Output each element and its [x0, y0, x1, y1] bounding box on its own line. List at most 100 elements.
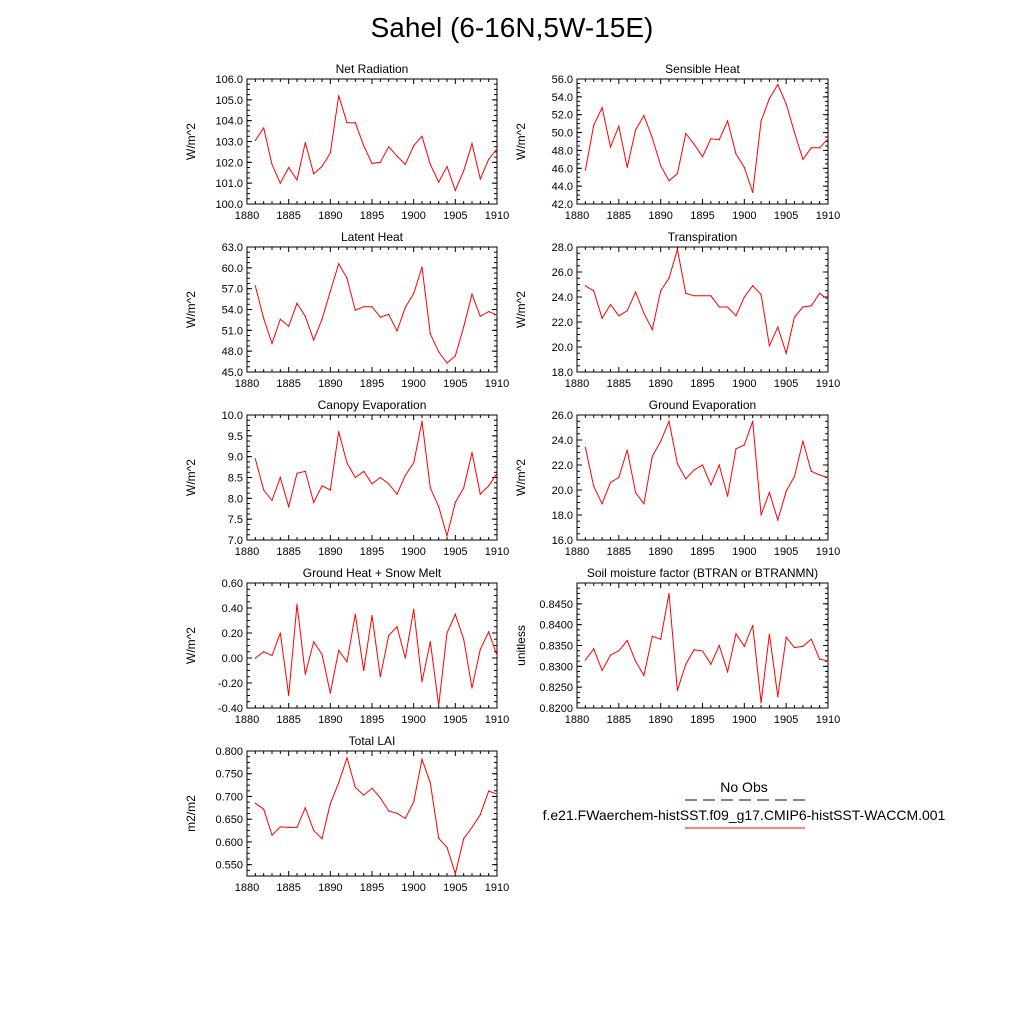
- data-point: [396, 155, 398, 157]
- data-point: [743, 296, 745, 298]
- data-point: [288, 506, 290, 508]
- data-point: [471, 293, 473, 295]
- x-tick-label: 1895: [360, 546, 384, 558]
- x-tick-label: 1880: [235, 546, 259, 558]
- y-tick-label: 0.600: [215, 837, 243, 849]
- data-point: [660, 290, 662, 292]
- x-tick-label: 1910: [485, 210, 509, 222]
- data-point: [346, 277, 348, 279]
- data-point: [827, 298, 829, 301]
- x-tick-label: 1890: [318, 210, 342, 222]
- data-point: [463, 170, 465, 172]
- data-point: [810, 470, 812, 472]
- y-axis-label: W/m^2: [514, 291, 528, 328]
- y-tick-label: 0.8350: [539, 641, 573, 653]
- data-point: [584, 659, 586, 661]
- data-point: [438, 704, 440, 707]
- data-point: [421, 135, 423, 137]
- data-point: [743, 645, 745, 647]
- data-point: [296, 179, 298, 181]
- data-point: [819, 147, 821, 149]
- data-point: [371, 483, 373, 485]
- data-point: [404, 817, 406, 819]
- y-tick-label: 102.0: [215, 157, 243, 169]
- data-point: [271, 834, 273, 836]
- data-point: [760, 514, 762, 516]
- data-point: [701, 464, 704, 466]
- x-tick-label: 1885: [607, 546, 631, 558]
- data-point: [660, 638, 662, 640]
- x-tick-label: 1895: [360, 378, 384, 390]
- data-point: [479, 648, 481, 650]
- data-point: [338, 263, 340, 265]
- data-point: [760, 293, 762, 296]
- y-tick-label: 105.0: [215, 95, 243, 107]
- x-tick-label: 1880: [235, 210, 259, 222]
- data-point: [304, 673, 306, 675]
- x-tick-label: 1880: [565, 546, 589, 558]
- x-tick-label: 1895: [690, 210, 714, 222]
- data-point: [601, 317, 603, 319]
- data-point: [296, 826, 298, 828]
- data-point: [454, 355, 456, 357]
- data-point: [371, 162, 373, 164]
- x-tick-label: 1910: [485, 378, 509, 390]
- data-point: [438, 837, 440, 839]
- panel-title: Total LAI: [349, 734, 396, 748]
- panel-latent-heat: Latent Heat W/m^2 1880 1885 1890 1895 1900 1905…: [184, 230, 509, 390]
- y-axis-label: W/m^2: [184, 627, 198, 664]
- x-tick-label: 1900: [401, 882, 425, 894]
- y-tick-label: 45.0: [222, 367, 243, 379]
- data-point: [643, 115, 645, 117]
- data-point: [438, 181, 440, 183]
- data-point: [827, 138, 829, 140]
- data-point: [685, 663, 687, 665]
- panel-ground-evaporation: Ground Evaporation W/m^2 1880 1885 1890 1895 1…: [514, 398, 840, 558]
- data-point: [735, 153, 737, 155]
- data-point: [254, 285, 256, 287]
- plot-frame: [246, 246, 498, 373]
- data-point: [819, 658, 821, 660]
- data-point: [379, 161, 381, 163]
- data-point: [488, 310, 490, 313]
- data-point: [488, 631, 490, 633]
- panel-title: Net Radiation: [336, 62, 409, 76]
- y-tick-label: 0.750: [215, 769, 243, 781]
- y-tick-label: 8.5: [228, 473, 243, 485]
- data-point: [827, 660, 829, 662]
- y-tick-label: 0.8250: [539, 682, 573, 694]
- data-point: [701, 156, 704, 158]
- data-point: [735, 633, 737, 635]
- y-tick-label: 22.0: [552, 460, 573, 472]
- x-tick-label: 1910: [816, 714, 840, 726]
- data-point: [768, 491, 771, 494]
- y-tick-label: 22.0: [552, 317, 573, 329]
- data-point: [354, 476, 356, 479]
- data-point: [601, 106, 603, 109]
- data-point: [338, 95, 340, 97]
- y-tick-label: 106.0: [215, 74, 243, 86]
- data-point: [296, 472, 298, 474]
- data-point: [254, 657, 256, 659]
- data-point: [371, 614, 373, 617]
- data-point: [329, 290, 331, 293]
- data-point: [479, 178, 481, 180]
- y-tick-label: 8.0: [228, 493, 243, 505]
- data-point: [263, 651, 265, 653]
- data-point: [496, 148, 498, 150]
- x-tick-label: 1895: [360, 714, 384, 726]
- panel-canopy-evaporation: Canopy Evaporation W/m^2 1880 1885 1890 1895 1…: [184, 398, 509, 558]
- x-tick-label: 1905: [443, 210, 467, 222]
- x-tick-label: 1900: [732, 714, 756, 726]
- data-point: [693, 143, 695, 145]
- x-tick-label: 1905: [443, 714, 467, 726]
- panel-sensible-heat: Sensible Heat W/m^2 1880 1885 1890 1895 1900 19…: [514, 62, 840, 222]
- data-point: [263, 127, 265, 129]
- data-point: [793, 646, 796, 649]
- x-tick-label: 1890: [648, 378, 672, 390]
- data-point: [634, 291, 637, 293]
- data-point: [438, 351, 440, 353]
- y-tick-label: 24.0: [552, 292, 573, 304]
- x-tick-label: 1910: [485, 714, 509, 726]
- data-point: [802, 306, 804, 308]
